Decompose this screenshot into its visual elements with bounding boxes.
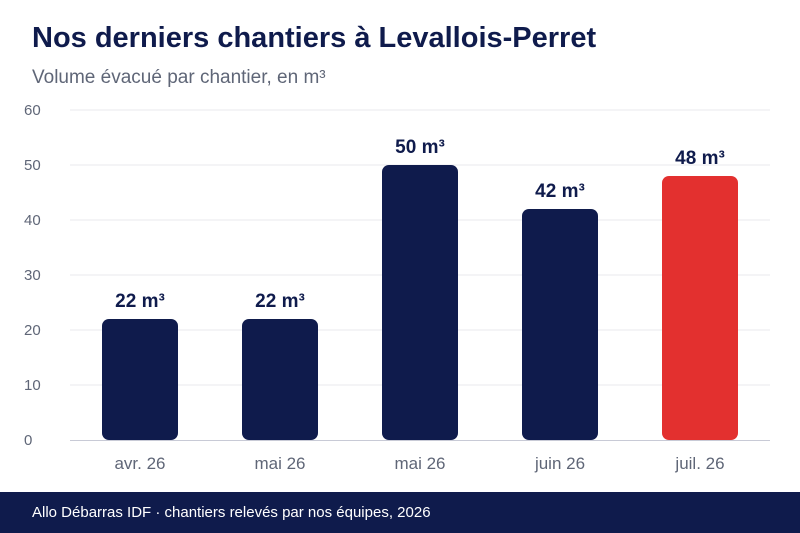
x-tick-label: avr. 26 [114,454,165,473]
footer-bar: Allo Débarras IDF · chantiers relevés pa… [0,492,800,533]
y-tick-label: 10 [24,377,41,394]
x-tick-label: mai 26 [254,454,305,473]
bar-value-label: 42 m³ [535,181,585,202]
footer-source-text: Allo Débarras IDF · chantiers relevés pa… [32,504,431,521]
bar-2 [242,319,318,440]
bar-4 [522,209,598,440]
y-tick-label: 60 [24,102,41,119]
y-tick-label: 30 [24,267,41,284]
bars [102,165,738,440]
y-axis-ticks: 0 10 20 30 40 50 60 [24,102,41,449]
bar-value-label: 22 m³ [255,291,305,312]
bar-3 [382,165,458,440]
bar-value-label: 22 m³ [115,291,165,312]
y-tick-label: 20 [24,322,41,339]
y-tick-label: 50 [24,157,41,174]
bar-1 [102,319,178,440]
chart-title: Nos derniers chantiers à Levallois-Perre… [32,22,597,54]
x-tick-label: mai 26 [394,454,445,473]
x-tick-label: juil. 26 [674,454,724,473]
bar-value-label: 48 m³ [675,148,725,169]
y-tick-label: 0 [24,432,32,449]
x-axis-ticks: avr. 26 mai 26 mai 26 juin 26 juil. 26 [114,454,724,473]
bar-5 [662,176,738,440]
y-tick-label: 40 [24,212,41,229]
chart-subtitle: Volume évacué par chantier, en m³ [32,67,326,88]
data-labels: 22 m³ 22 m³ 50 m³ 42 m³ 48 m³ [115,137,725,312]
x-tick-label: juin 26 [534,454,585,473]
bar-value-label: 50 m³ [395,137,445,158]
